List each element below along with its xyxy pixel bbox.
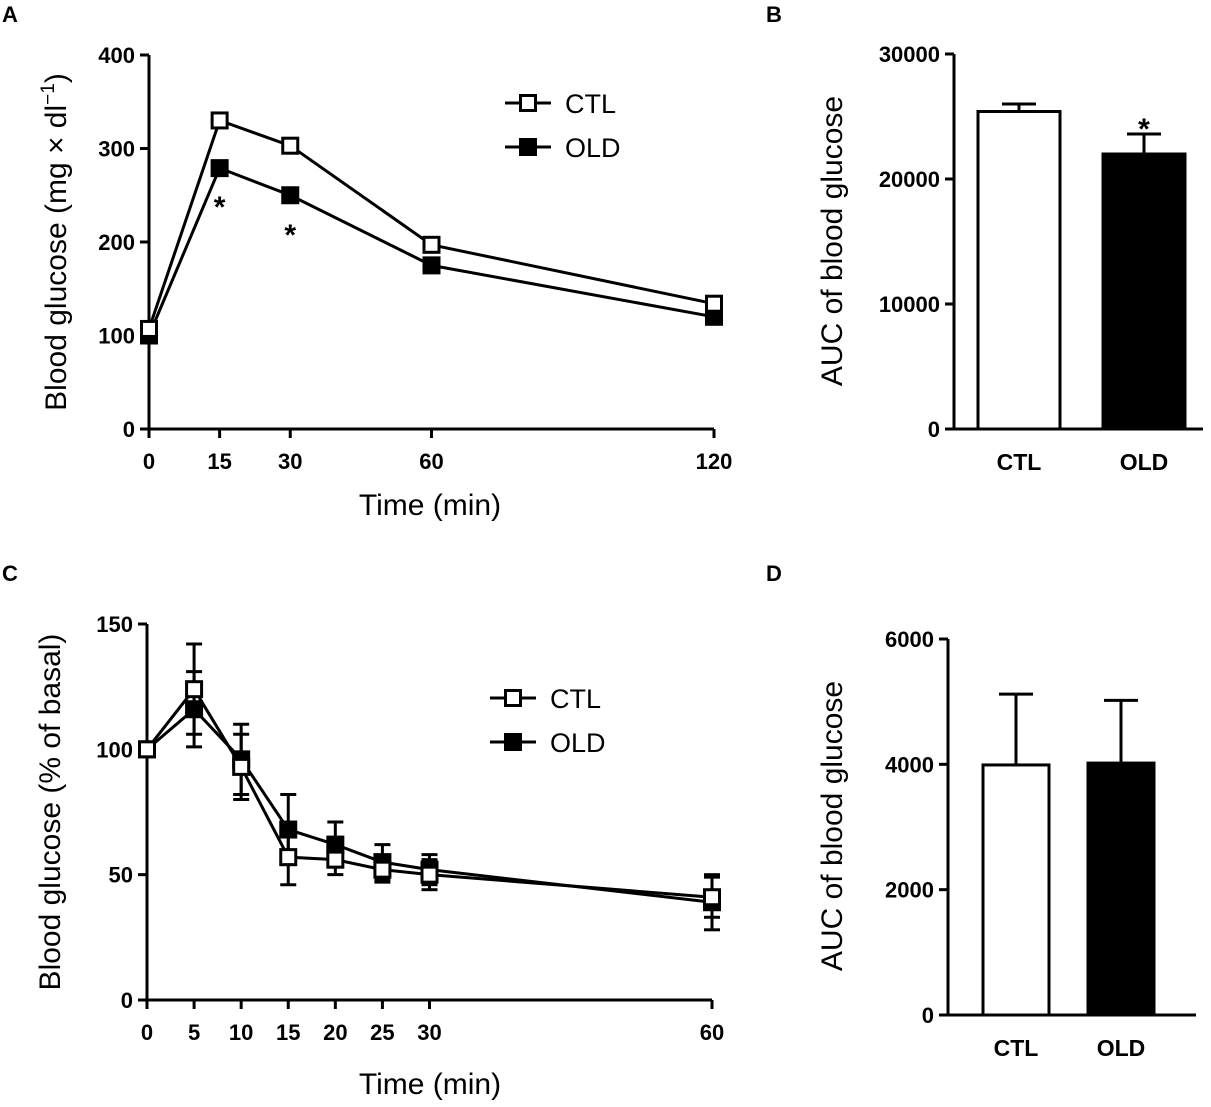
bar-ctl: [981, 763, 1051, 1017]
y-axis-title-c: Blood glucose (% of basal): [34, 634, 67, 991]
y-tick-label-c: 100: [96, 737, 133, 762]
data-point-ctl: [138, 740, 156, 759]
x-tick-label-a: 30: [278, 449, 302, 474]
panel-c: C Time (min) Blood glucose (% of basal) …: [2, 561, 724, 1101]
panel-a: A Time (min) Blood glucose (mg × dl−1) 0…: [2, 2, 732, 522]
data-point-ctl: [703, 888, 721, 907]
bar-old: [1101, 152, 1187, 431]
significance-star: *: [1138, 113, 1150, 146]
x-tick-label-c: 5: [188, 1020, 200, 1045]
panel-d: D AUC of blood glucose 0 2000 4000 6000 CTL O…: [766, 561, 1196, 1061]
category-label-ctl: CTL: [994, 1035, 1039, 1061]
y-tick-label-d: 6000: [885, 627, 934, 652]
panel-label-c: C: [2, 561, 18, 586]
y-tick-label-b: 20000: [879, 167, 940, 192]
data-point-ctl: [281, 136, 300, 155]
data-point-ctl: [705, 294, 723, 313]
data-point-ctl: [140, 319, 158, 338]
y-tick-label-c: 150: [96, 612, 133, 637]
x-tick-label-c: 60: [700, 1020, 724, 1045]
y-tick-label-b: 0: [928, 417, 940, 442]
y-tick-label-a: 200: [98, 230, 135, 255]
x-axis-title-a: Time (min): [359, 489, 501, 522]
bar-old: [1086, 761, 1156, 1017]
category-label-old: OLD: [1120, 449, 1169, 475]
x-tick-label-c: 20: [323, 1020, 347, 1045]
category-label-old: OLD: [1097, 1035, 1146, 1061]
data-point-ctl: [420, 865, 439, 884]
legend-label-old: OLD: [565, 133, 621, 163]
y-tick-label-a: 300: [98, 137, 135, 162]
legend-label-ctl: CTL: [565, 89, 616, 119]
y-tick-label-a: 100: [98, 324, 135, 349]
y-tick-label-d: 2000: [885, 878, 934, 903]
data-point-old: [210, 159, 229, 178]
legend-marker-ctl: [519, 94, 537, 112]
x-tick-label-a: 15: [207, 449, 231, 474]
y-axis-title-a-main: Blood glucose (mg × dl: [40, 105, 73, 411]
x-axis-title-c: Time (min): [359, 1068, 501, 1101]
legend-label-old: OLD: [550, 728, 606, 758]
legend-marker-ctl: [504, 689, 522, 707]
y-tick-label-b: 30000: [879, 42, 940, 67]
data-point-old: [281, 186, 300, 205]
y-axis-title-d: AUC of blood glucose: [816, 681, 849, 971]
legend-marker-old: [519, 138, 537, 156]
y-tick-label-b: 10000: [879, 292, 940, 317]
data-point-ctl: [326, 850, 345, 869]
panel-label-b: B: [766, 2, 782, 27]
y-tick-label-c: 50: [109, 863, 133, 888]
x-tick-label-c: 25: [370, 1020, 394, 1045]
x-tick-label-a: 120: [696, 449, 733, 474]
bar-ctl: [976, 110, 1062, 431]
legend-marker-old: [504, 733, 522, 751]
legend-label-ctl: CTL: [550, 684, 601, 714]
y-tick-label-d: 4000: [885, 752, 934, 777]
y-axis-title-a-sup: −1: [38, 83, 59, 105]
category-label-ctl: CTL: [997, 449, 1042, 475]
x-tick-label-c: 30: [417, 1020, 441, 1045]
panel-b: B AUC of blood glucose 0 10000 20000 30000 C…: [766, 2, 1203, 475]
x-tick-label-a: 60: [419, 449, 443, 474]
x-tick-label-c: 10: [229, 1020, 253, 1045]
x-tick-label-a: 0: [143, 449, 155, 474]
series-line-ctl: [147, 118, 715, 330]
data-point-ctl: [422, 235, 441, 254]
significance-star: *: [284, 219, 296, 252]
y-axis-title-b: AUC of blood glucose: [816, 96, 849, 386]
data-point-ctl: [210, 111, 229, 130]
data-point-old: [422, 256, 441, 275]
x-tick-label-c: 0: [141, 1020, 153, 1045]
data-point-ctl: [279, 848, 298, 867]
y-axis-title-a: Blood glucose (mg × dl−1): [38, 73, 73, 411]
y-axis-title-a-tail: ): [40, 73, 73, 83]
panel-label-d: D: [766, 561, 782, 586]
y-tick-label-a: 0: [123, 417, 135, 442]
significance-star: *: [214, 191, 226, 224]
y-tick-label-a: 400: [98, 43, 135, 68]
y-tick-label-c: 0: [121, 988, 133, 1013]
data-point-ctl: [185, 680, 204, 699]
x-tick-label-c: 15: [276, 1020, 300, 1045]
y-tick-label-d: 0: [922, 1003, 934, 1028]
data-point-ctl: [232, 757, 251, 776]
data-point-ctl: [373, 860, 392, 879]
panel-label-a: A: [2, 2, 18, 27]
